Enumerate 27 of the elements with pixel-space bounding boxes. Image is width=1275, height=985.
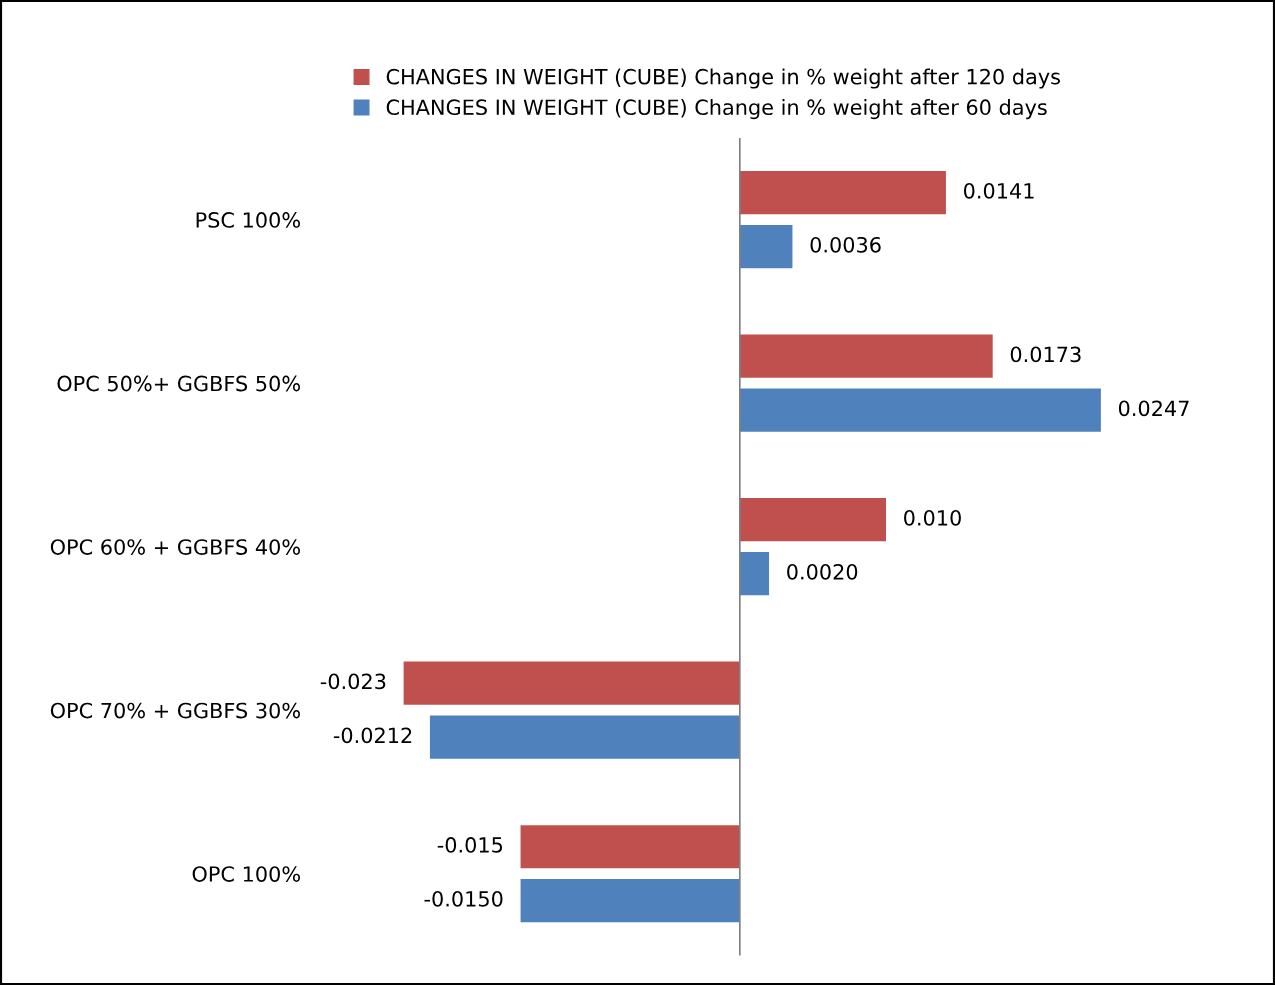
data-label: 0.0036 [810,236,881,253]
data-label: 0.0141 [963,182,1034,199]
bar [739,498,886,542]
data-label: -0.0212 [333,727,412,744]
data-label: 0.0020 [787,563,858,580]
data-label: 0.0173 [1010,346,1081,363]
bar [739,171,946,215]
data-label: -0.0150 [424,890,503,907]
y-tick-label: OPC 60% + GGBFS 40% [50,539,300,555]
bar [739,225,793,269]
bar [403,661,740,705]
legend-label: CHANGES IN WEIGHT (CUBE) Change in % weight after 120 days [386,68,1060,89]
legend-label: CHANGES IN WEIGHT (CUBE) Change in % weight after 60 days [386,98,1047,120]
bar [520,879,740,923]
data-label: 0.0247 [1118,400,1189,417]
y-tick-label: OPC 100% [192,866,300,882]
data-label: -0.023 [320,673,386,690]
bar [739,552,770,596]
bar [520,825,740,869]
y-tick-label: OPC 50%+ GGBFS 50% [57,375,300,392]
data-label: 0.010 [904,509,961,526]
y-tick-label: OPC 70% + GGBFS 30% [50,702,300,719]
bar [429,715,740,759]
bar [739,334,993,378]
y-tick-label: PSC 100% [196,212,300,228]
data-label: -0.015 [437,837,503,853]
bar [739,388,1101,432]
